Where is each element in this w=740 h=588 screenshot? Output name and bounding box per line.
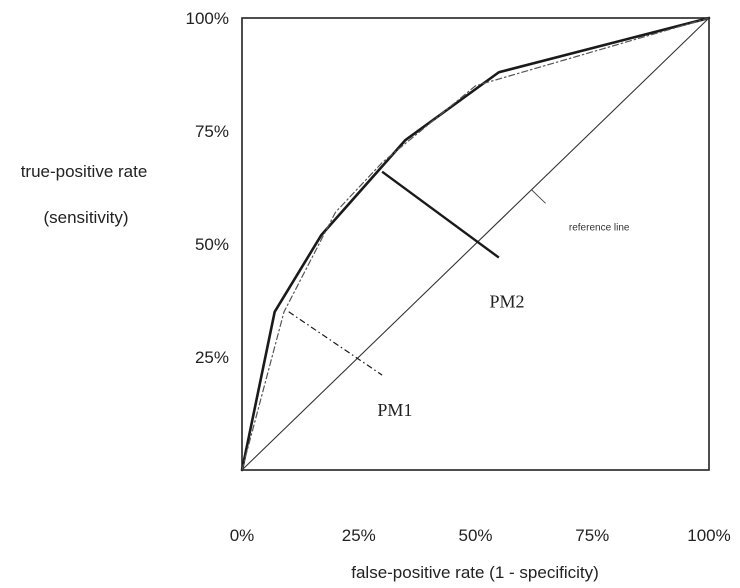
x-axis-label: false-positive rate (1 - specificity) — [351, 563, 599, 582]
pm1-annotation: PM1 — [377, 400, 412, 420]
y-axis-label-line1: true-positive rate — [21, 162, 148, 181]
pm2-annotation: PM2 — [490, 291, 525, 311]
plot-frame — [241, 17, 710, 471]
tick-layer: 0% 25% 50% 75% 100% 25% 50% 75% 100% — [186, 9, 731, 545]
x-tick-label: 25% — [342, 526, 376, 545]
y-tick-label: 100% — [186, 9, 229, 28]
annotation-leader — [531, 189, 546, 204]
y-tick-label: 25% — [195, 348, 229, 367]
reference-line-annotation: reference line — [569, 222, 630, 233]
roc-curve-1-line — [240, 16, 711, 472]
series-layer — [240, 16, 711, 472]
annotation-layer: reference line PM2 PM1 — [377, 189, 630, 420]
y-axis-label-line2: (sensitivity) — [43, 208, 128, 227]
x-tick-label: 0% — [230, 526, 255, 545]
distance-segment-1 — [381, 170, 500, 259]
reference-line-line — [241, 17, 710, 471]
distance-segment-layer — [288, 170, 500, 376]
x-tick-label: 100% — [687, 526, 730, 545]
roc-curve-2-line — [241, 17, 710, 471]
distance-segment-2 — [288, 311, 383, 376]
y-tick-label: 50% — [195, 235, 229, 254]
x-tick-label: 50% — [458, 526, 492, 545]
y-tick-label: 75% — [195, 122, 229, 141]
x-tick-label: 75% — [575, 526, 609, 545]
